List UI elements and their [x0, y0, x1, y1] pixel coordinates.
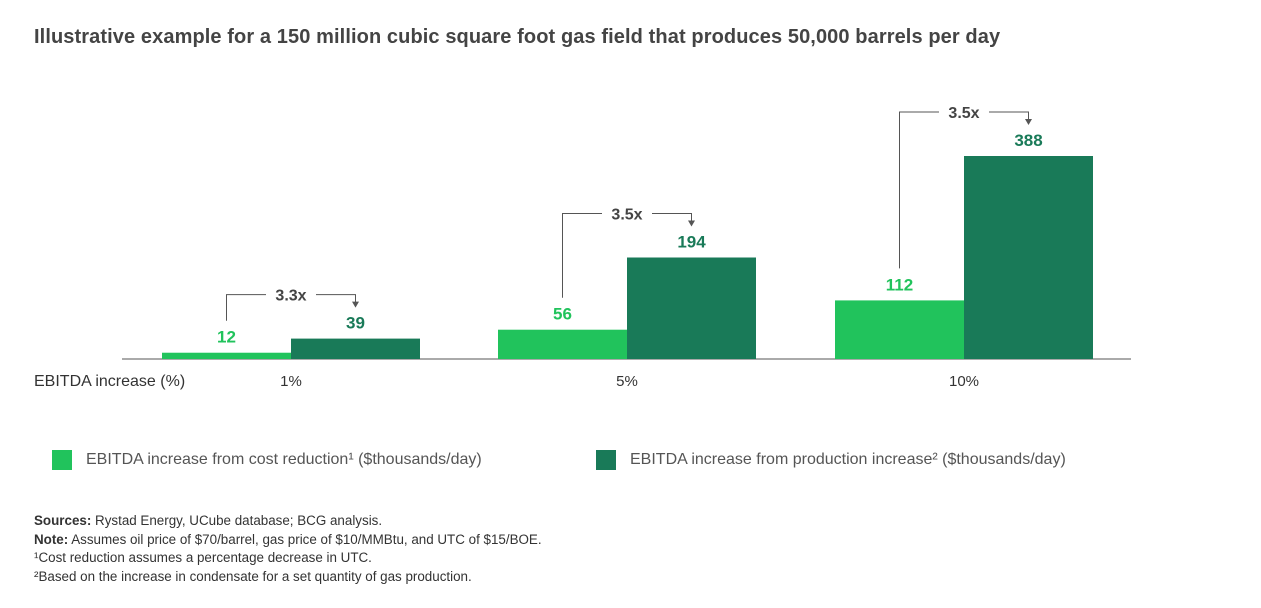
- ratio-label-1: 3.5x: [611, 207, 642, 224]
- bar-production-1: [627, 257, 756, 359]
- note-line: Note: Assumes oil price of $70/barrel, g…: [34, 531, 542, 550]
- ratio-arrow-2: [1025, 119, 1032, 125]
- ratio-arrow-0: [352, 301, 359, 308]
- data-label-production-1: 194: [677, 233, 706, 252]
- ratio-bracket-right-2: [989, 111, 1029, 120]
- data-label-cost-0: 12: [217, 328, 236, 347]
- data-label-production-0: 39: [346, 314, 365, 333]
- note-label: Note:: [34, 531, 69, 547]
- legend-item-production-increase: EBITDA increase from production increase…: [596, 450, 1066, 470]
- bars-group: 12 39 1% 3.3x 56 194 5% 3.5x 112 388 10% 3.5x: [162, 105, 1093, 390]
- x-tick-label-1: 5%: [616, 373, 638, 390]
- bar-cost-2: [835, 300, 964, 359]
- sources-text: Rystad Energy, UCube database; BCG analy…: [91, 513, 383, 528]
- footnote-1: ¹Cost reduction assumes a percentage dec…: [34, 550, 372, 565]
- x-axis-label: EBITDA increase (%): [34, 373, 185, 390]
- bar-production-0: [291, 338, 420, 359]
- x-tick-label-0: 1%: [280, 373, 302, 390]
- footnote-2: ²Based on the increase in condensate for…: [34, 568, 472, 584]
- sources-label: Sources:: [34, 513, 92, 528]
- bar-production-2: [964, 156, 1093, 359]
- ratio-label-2: 3.5x: [948, 105, 979, 122]
- data-label-cost-2: 112: [886, 275, 913, 294]
- data-label-cost-1: 56: [553, 305, 572, 324]
- ratio-bracket-left-1: [562, 213, 602, 298]
- bar-cost-1: [498, 329, 627, 359]
- ratio-label-0: 3.3x: [275, 288, 306, 305]
- notes: Sources: Rystad Energy, UCube database; …: [34, 512, 542, 586]
- bar-cost-0: [162, 352, 291, 359]
- ratio-arrow-1: [688, 220, 695, 227]
- ratio-bracket-right-0: [316, 294, 356, 303]
- sources-line: Sources: Rystad Energy, UCube database; …: [34, 512, 542, 531]
- page-title: Illustrative example for a 150 million c…: [34, 26, 1001, 48]
- x-tick-label-2: 10%: [949, 373, 979, 390]
- legend-label-cost-reduction: EBITDA increase from cost reduction¹ ($t…: [86, 451, 482, 468]
- legend-swatch-production-increase: [596, 450, 616, 470]
- ratio-bracket-left-2: [899, 111, 939, 269]
- note-text: Assumes oil price of $70/barrel, gas pri…: [68, 531, 542, 547]
- legend-label-production-increase: EBITDA increase from production increase…: [630, 451, 1066, 468]
- ratio-bracket-left-0: [226, 294, 266, 321]
- legend-swatch-cost-reduction: [52, 450, 72, 470]
- ratio-bracket-right-1: [652, 213, 692, 222]
- data-label-production-2: 388: [1014, 131, 1042, 150]
- legend-item-cost-reduction: EBITDA increase from cost reduction¹ ($t…: [52, 450, 482, 470]
